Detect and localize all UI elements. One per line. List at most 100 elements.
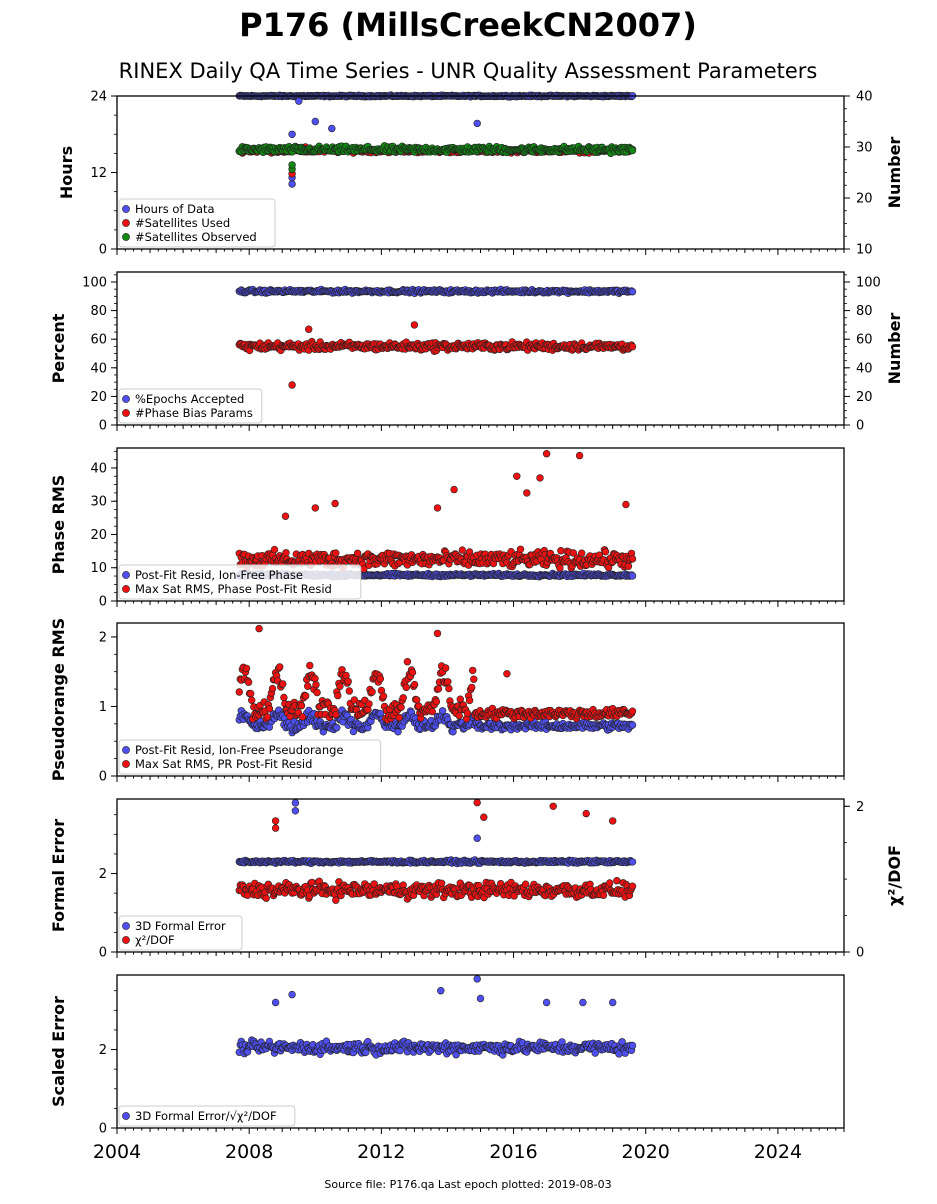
data-point bbox=[334, 692, 341, 699]
data-point bbox=[305, 326, 312, 333]
y-axis-label: Formal Error bbox=[49, 819, 68, 932]
data-point bbox=[289, 131, 296, 138]
data-point bbox=[299, 714, 306, 721]
data-point bbox=[629, 343, 636, 350]
data-point bbox=[289, 181, 296, 188]
data-point bbox=[346, 688, 353, 695]
data-point bbox=[439, 707, 446, 714]
series-red-2 bbox=[236, 450, 636, 572]
data-point bbox=[444, 678, 451, 685]
data-point bbox=[513, 473, 520, 480]
y-tick-label: 24 bbox=[90, 90, 107, 105]
data-point bbox=[629, 147, 636, 154]
data-point bbox=[302, 693, 309, 700]
data-point bbox=[295, 98, 302, 105]
data-point bbox=[434, 505, 441, 512]
legend-label: #Satellites Used bbox=[135, 216, 230, 230]
legend-marker bbox=[122, 585, 129, 592]
y-right-axis-label: χ²/DOF bbox=[885, 845, 904, 906]
series-blue-1 bbox=[236, 92, 636, 188]
y-tick-label: 30 bbox=[90, 495, 107, 510]
legend-marker bbox=[122, 922, 129, 929]
data-point bbox=[332, 500, 339, 507]
data-point bbox=[600, 892, 607, 899]
y-right-tick-label: 0 bbox=[856, 419, 864, 434]
data-point bbox=[451, 486, 458, 493]
data-point bbox=[474, 120, 481, 127]
y-right-tick-label: 2 bbox=[856, 800, 864, 815]
y-axis-label: Pseudorange RMS bbox=[49, 618, 68, 781]
chart-title: P176 (MillsCreekCN2007) bbox=[239, 6, 697, 44]
y-right-tick-label: 80 bbox=[856, 304, 873, 319]
y-tick-label: 80 bbox=[90, 304, 107, 319]
data-point bbox=[263, 895, 270, 902]
data-point bbox=[312, 505, 319, 512]
y-tick-label: 0 bbox=[99, 419, 107, 434]
data-point bbox=[287, 713, 294, 720]
data-point bbox=[337, 683, 344, 690]
data-point bbox=[366, 701, 373, 708]
data-point bbox=[292, 807, 299, 814]
data-point bbox=[629, 556, 636, 563]
data-point bbox=[279, 681, 286, 688]
data-point bbox=[446, 685, 453, 692]
legend-label: Post-Fit Resid, Ion-Free Pseudorange bbox=[135, 743, 343, 757]
data-point bbox=[411, 681, 418, 688]
data-point bbox=[289, 162, 296, 169]
data-point bbox=[400, 694, 407, 701]
data-point bbox=[606, 880, 613, 887]
legend-label: #Satellites Observed bbox=[135, 230, 257, 244]
y-tick-label: 10 bbox=[90, 561, 107, 576]
data-point bbox=[236, 689, 243, 696]
data-point bbox=[442, 665, 449, 672]
data-point bbox=[469, 667, 476, 674]
data-point bbox=[309, 879, 316, 886]
data-point bbox=[245, 679, 252, 686]
data-point bbox=[522, 881, 529, 888]
series-green-3 bbox=[236, 142, 636, 172]
data-point bbox=[264, 714, 271, 721]
series-blue-1 bbox=[236, 800, 636, 867]
y-right-tick-label: 40 bbox=[856, 90, 873, 105]
data-point bbox=[283, 549, 290, 556]
y-axis-label: Hours bbox=[57, 146, 76, 199]
data-point bbox=[298, 702, 305, 709]
data-point bbox=[292, 800, 299, 807]
data-point bbox=[332, 711, 339, 718]
data-point bbox=[413, 697, 420, 704]
y-tick-label: 40 bbox=[90, 461, 107, 476]
data-point bbox=[247, 690, 254, 697]
data-point bbox=[523, 490, 530, 497]
data-point bbox=[350, 728, 357, 735]
legend-label: #Phase Bias Params bbox=[135, 406, 253, 420]
series-red-2 bbox=[236, 799, 636, 903]
data-point bbox=[411, 322, 418, 329]
data-point bbox=[576, 452, 583, 459]
data-point bbox=[609, 818, 616, 825]
data-point bbox=[456, 712, 463, 719]
y-tick-label: 0 bbox=[99, 770, 107, 785]
y-tick-label: 2 bbox=[99, 630, 107, 645]
legend-label: χ²/DOF bbox=[135, 933, 175, 947]
data-point bbox=[517, 546, 524, 553]
series-red-2 bbox=[236, 322, 636, 389]
data-point bbox=[557, 565, 564, 572]
data-point bbox=[369, 689, 376, 696]
data-point bbox=[304, 683, 311, 690]
data-point bbox=[537, 475, 544, 482]
data-point bbox=[272, 825, 279, 832]
legend-label: Hours of Data bbox=[135, 202, 215, 216]
y-right-tick-label: 20 bbox=[856, 390, 873, 405]
data-point bbox=[433, 698, 440, 705]
data-point bbox=[629, 573, 636, 580]
data-point bbox=[474, 799, 481, 806]
y-tick-label: 40 bbox=[90, 361, 107, 376]
data-point bbox=[474, 835, 481, 842]
panel-2: 020406080100Percent020406080100Number%Ep… bbox=[49, 272, 904, 434]
y-right-tick-label: 60 bbox=[856, 333, 873, 348]
